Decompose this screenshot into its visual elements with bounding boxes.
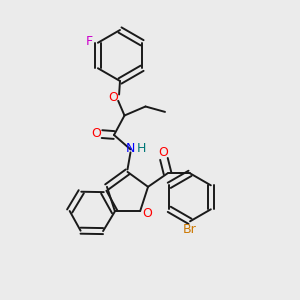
Text: O: O: [142, 207, 152, 220]
Text: O: O: [158, 146, 168, 159]
Text: F: F: [86, 35, 93, 48]
Text: H: H: [137, 142, 147, 155]
Text: N: N: [126, 142, 135, 155]
Text: O: O: [109, 91, 118, 104]
Text: O: O: [92, 127, 101, 140]
Text: Br: Br: [183, 223, 197, 236]
